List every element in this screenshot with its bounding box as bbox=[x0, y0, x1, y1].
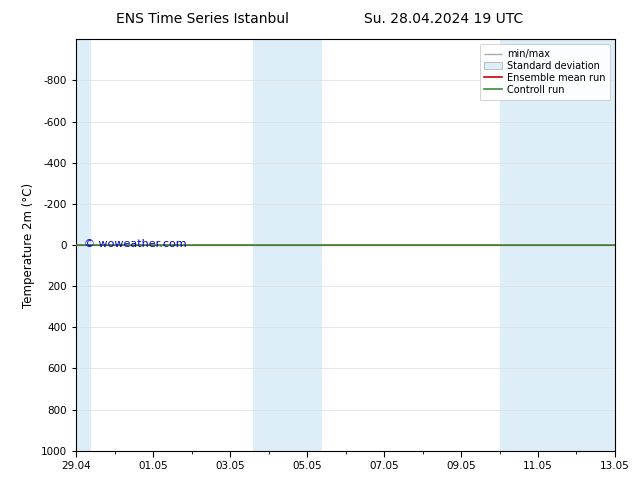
Bar bbox=[76, 39, 91, 451]
Legend: min/max, Standard deviation, Ensemble mean run, Controll run: min/max, Standard deviation, Ensemble me… bbox=[479, 44, 610, 99]
Text: © woweather.com: © woweather.com bbox=[84, 239, 187, 249]
Text: ENS Time Series Istanbul: ENS Time Series Istanbul bbox=[117, 12, 289, 26]
Text: Su. 28.04.2024 19 UTC: Su. 28.04.2024 19 UTC bbox=[364, 12, 524, 26]
Bar bbox=[500, 39, 615, 451]
Bar bbox=[253, 39, 323, 451]
Y-axis label: Temperature 2m (°C): Temperature 2m (°C) bbox=[22, 182, 36, 308]
